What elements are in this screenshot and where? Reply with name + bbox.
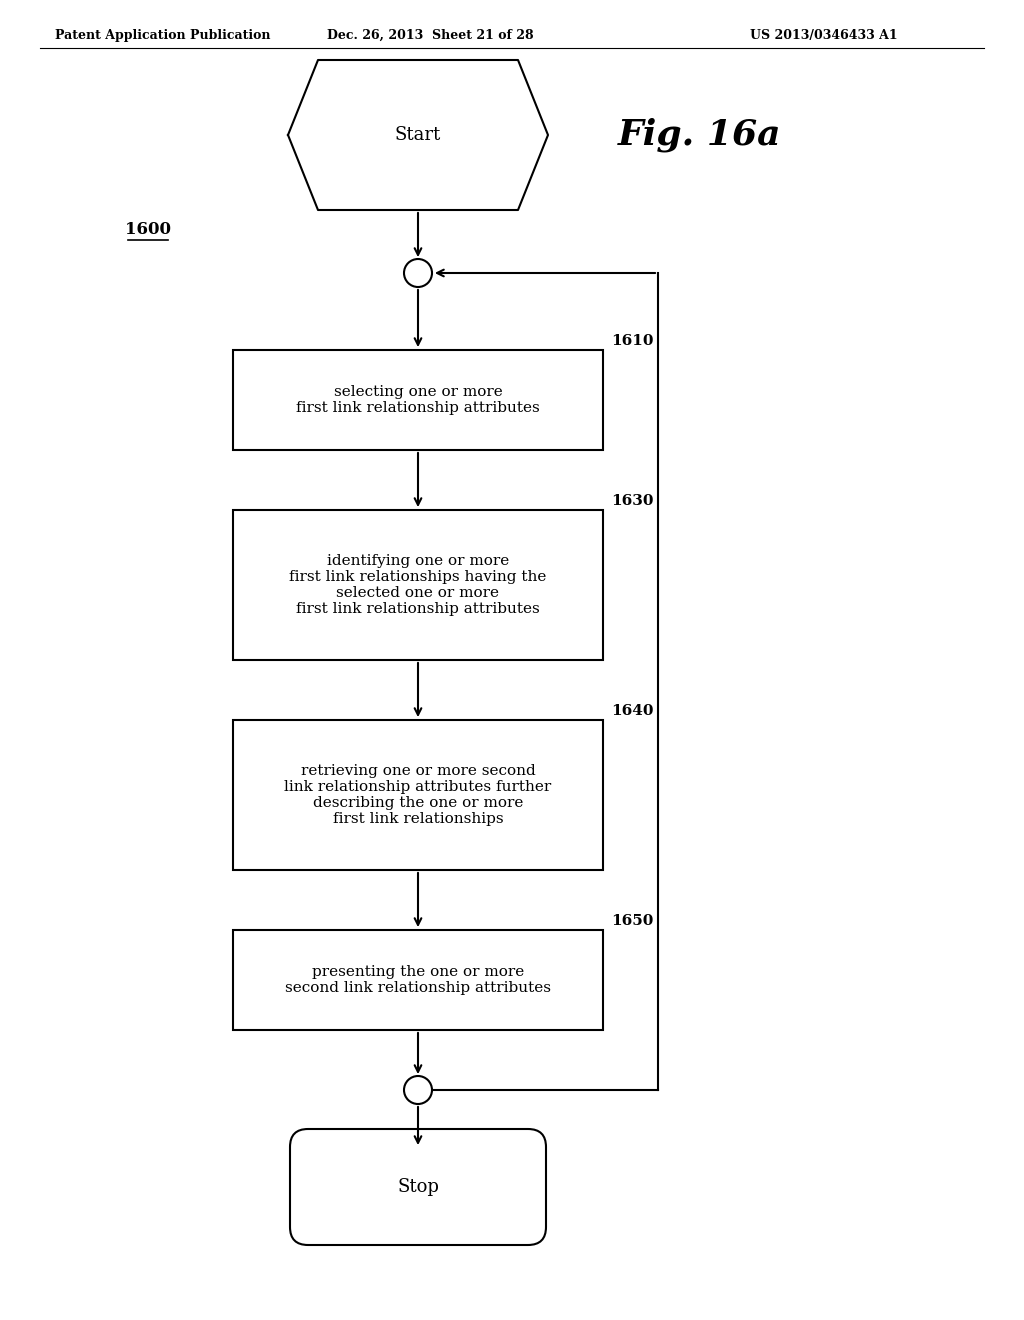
FancyBboxPatch shape [290,1129,546,1245]
Text: 1600: 1600 [125,222,171,239]
Text: Fig. 16a: Fig. 16a [618,117,781,152]
Circle shape [404,1076,432,1104]
Text: selecting one or more
first link relationship attributes: selecting one or more first link relatio… [296,385,540,414]
Polygon shape [233,719,603,870]
Text: Dec. 26, 2013  Sheet 21 of 28: Dec. 26, 2013 Sheet 21 of 28 [327,29,534,41]
Text: presenting the one or more
second link relationship attributes: presenting the one or more second link r… [285,965,551,995]
Text: US 2013/0346433 A1: US 2013/0346433 A1 [750,29,898,41]
Text: Start: Start [395,125,441,144]
Text: identifying one or more
first link relationships having the
selected one or more: identifying one or more first link relat… [290,553,547,616]
Polygon shape [233,510,603,660]
Text: Stop: Stop [397,1177,439,1196]
Text: 1610: 1610 [611,334,653,348]
Polygon shape [288,59,548,210]
Text: 1630: 1630 [611,494,653,508]
Circle shape [404,259,432,286]
Polygon shape [233,931,603,1030]
Text: retrieving one or more second
link relationship attributes further
describing th: retrieving one or more second link relat… [285,764,552,826]
Text: 1650: 1650 [611,913,653,928]
Text: Patent Application Publication: Patent Application Publication [55,29,270,41]
Text: 1640: 1640 [611,704,653,718]
Polygon shape [233,350,603,450]
